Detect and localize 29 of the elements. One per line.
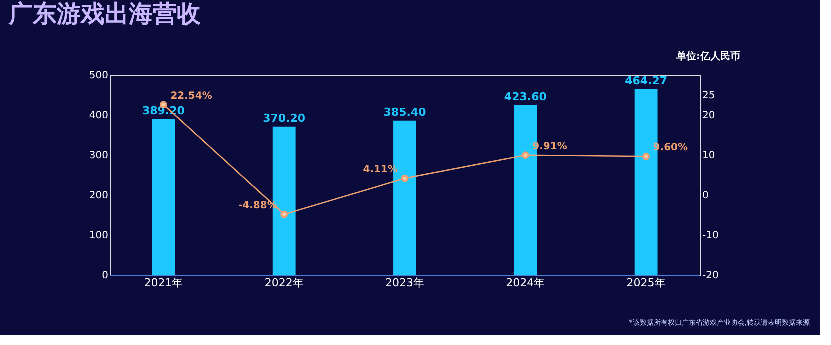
y2-tick-label: -20 bbox=[702, 270, 719, 282]
point bbox=[401, 174, 409, 182]
point bbox=[522, 152, 530, 160]
point bbox=[642, 152, 650, 160]
y2-tick-label: 0 bbox=[702, 190, 709, 202]
bar bbox=[152, 119, 176, 275]
data-label: 370.20 bbox=[263, 112, 306, 125]
x-tick-label: 2022年 bbox=[264, 276, 304, 290]
y2-axis-title: 单位:亿人民币 bbox=[676, 50, 740, 62]
x-tick-label: 2023年 bbox=[386, 276, 424, 290]
y2-tick-label: 25 bbox=[702, 90, 716, 102]
y-tick-label: 500 bbox=[89, 70, 108, 82]
y2-tick-label: 10 bbox=[702, 150, 716, 162]
y2-tick-label: 20 bbox=[702, 110, 716, 122]
y-tick-label: 200 bbox=[89, 190, 108, 202]
data-label: 464.27 bbox=[625, 74, 668, 88]
y-tick-label: 400 bbox=[89, 110, 108, 122]
x-tick-label: 2021年 bbox=[144, 276, 184, 290]
data-label: 423.60 bbox=[504, 90, 548, 104]
data-label: 385.40 bbox=[384, 106, 427, 119]
chart-title: 广东游戏出海营收 bbox=[8, 0, 202, 28]
point bbox=[280, 210, 288, 218]
y-tick-label: 100 bbox=[89, 230, 108, 242]
y-tick-label: 0 bbox=[102, 270, 108, 282]
y-tick-label: 300 bbox=[89, 150, 108, 162]
y2-tick-label: -10 bbox=[702, 230, 719, 242]
data-label: 22.54% bbox=[170, 90, 212, 102]
x-tick-label: 2024年 bbox=[506, 276, 546, 290]
x-tick-label: 2025年 bbox=[626, 276, 666, 290]
